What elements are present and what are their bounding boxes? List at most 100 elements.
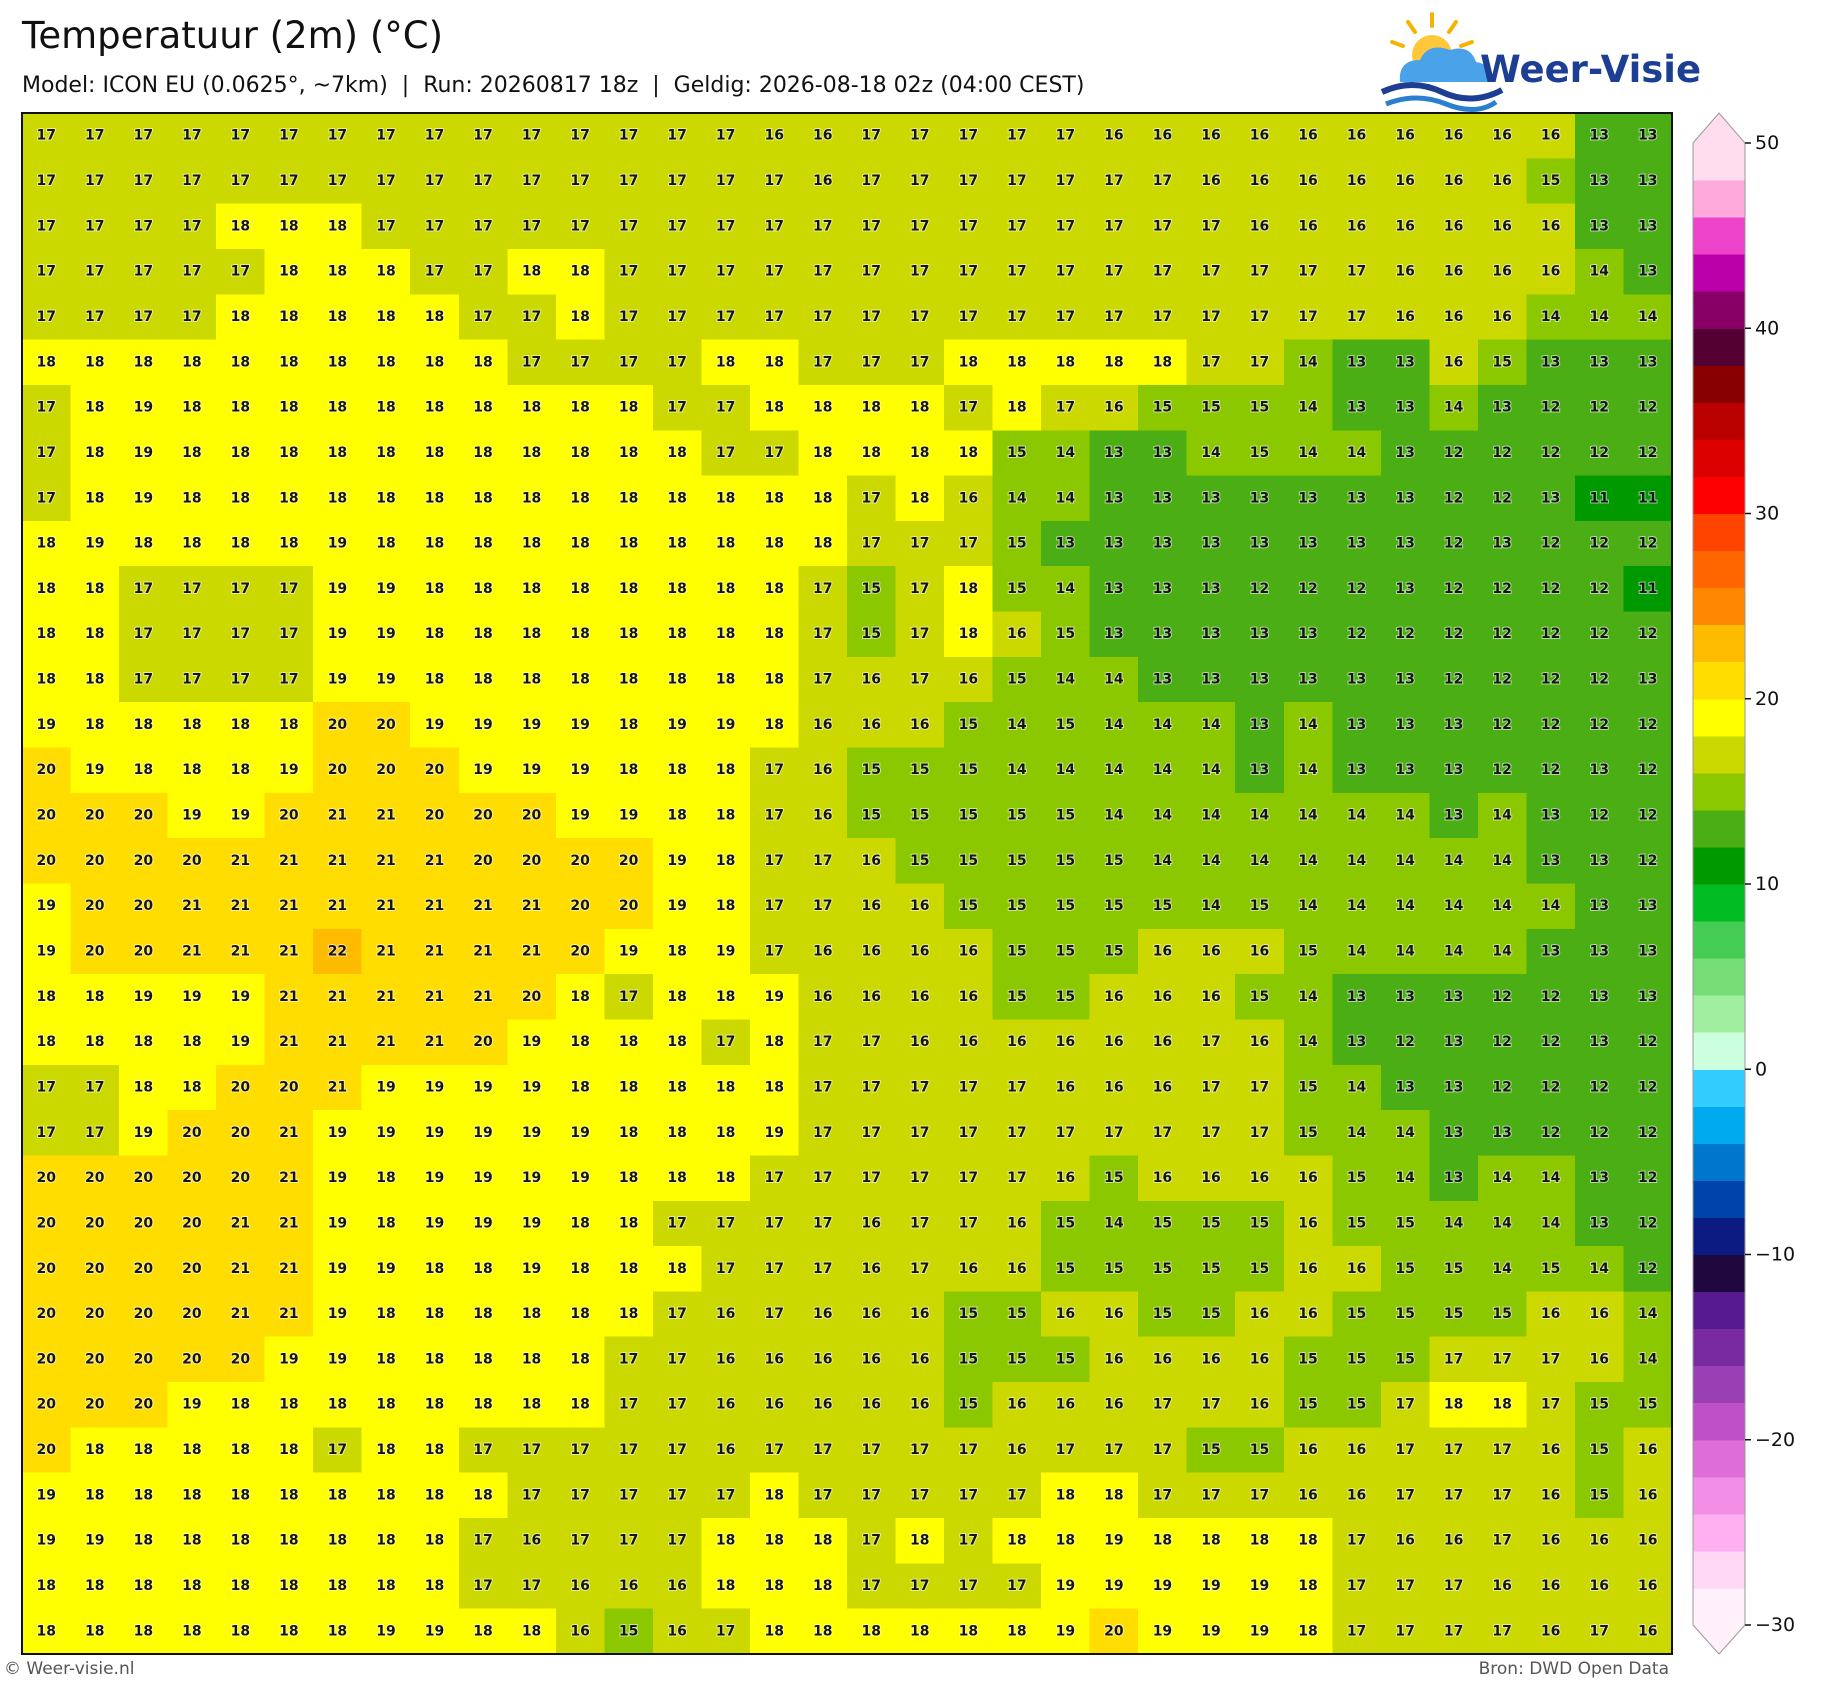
temperature-value: 17 — [134, 218, 153, 234]
temperature-value: 17 — [231, 128, 250, 144]
colorbar-segment — [1693, 254, 1745, 292]
temperature-value: 19 — [1056, 1578, 1075, 1594]
temperature-cell — [1186, 883, 1236, 930]
temperature-cell — [1041, 430, 1091, 477]
temperature-cell — [895, 702, 945, 749]
temperature-value: 18 — [570, 581, 589, 597]
temperature-value: 18 — [231, 717, 250, 733]
temperature-value: 15 — [1153, 1261, 1172, 1277]
temperature-value: 17 — [959, 173, 978, 189]
temperature-cell — [1429, 656, 1479, 703]
subtitle: Model: ICON EU (0.0625°, ~7km) | Run: 20… — [22, 73, 1084, 98]
temperature-value: 16 — [1201, 1170, 1220, 1186]
temperature-value: 15 — [1201, 1306, 1220, 1322]
temperature-value: 18 — [667, 672, 686, 688]
temperature-cell — [410, 248, 460, 295]
temperature-cell — [410, 158, 460, 205]
temperature-cell — [992, 702, 1042, 749]
temperature-cell — [1526, 1472, 1576, 1519]
temperature-cell — [1041, 611, 1091, 658]
temperature-value: 16 — [959, 989, 978, 1005]
temperature-cell — [992, 928, 1042, 975]
temperature-value: 18 — [425, 536, 444, 552]
temperature-value: 21 — [231, 1215, 250, 1231]
temperature-cell — [361, 1019, 411, 1066]
temperature-cell — [895, 1472, 945, 1519]
temperature-cell — [604, 1427, 654, 1474]
temperature-value: 17 — [522, 128, 541, 144]
temperature-cell — [992, 248, 1042, 295]
temperature-cell — [410, 1563, 460, 1610]
temperature-cell — [895, 113, 945, 159]
temperature-value: 16 — [1250, 1351, 1269, 1367]
temperature-cell — [70, 611, 120, 658]
temperature-value: 14 — [1056, 762, 1076, 778]
temperature-value: 17 — [1395, 1397, 1414, 1413]
temperature-value: 18 — [85, 354, 104, 370]
temperature-cell — [1429, 1291, 1479, 1338]
temperature-cell — [847, 747, 897, 794]
temperature-cell — [361, 1518, 411, 1564]
temperature-value: 17 — [376, 128, 395, 144]
temperature-value: 17 — [473, 264, 492, 280]
temperature-value: 17 — [1153, 309, 1172, 325]
temperature-value: 14 — [1395, 1170, 1415, 1186]
temperature-cell — [22, 520, 72, 567]
temperature-cell — [458, 158, 508, 205]
temperature-cell — [22, 1382, 72, 1428]
temperature-value: 14 — [1201, 717, 1221, 733]
temperature-value: 16 — [1250, 218, 1269, 234]
temperature-value: 18 — [328, 218, 347, 234]
temperature-value: 17 — [619, 218, 638, 234]
temperature-value: 16 — [959, 490, 978, 506]
temperature-cell — [1526, 1019, 1576, 1066]
temperature-value: 18 — [231, 1578, 250, 1594]
temperature-cell — [847, 113, 897, 159]
temperature-cell — [1138, 248, 1188, 295]
temperature-value: 18 — [473, 1487, 492, 1503]
temperature-cell — [1138, 1246, 1188, 1293]
temperature-value: 15 — [1153, 400, 1172, 416]
temperature-value: 13 — [1395, 989, 1414, 1005]
temperature-value: 17 — [1347, 1578, 1366, 1594]
temperature-value: 15 — [1541, 173, 1560, 189]
temperature-cell — [313, 1382, 363, 1428]
temperature-cell — [1235, 566, 1285, 613]
temperature-cell — [798, 1518, 848, 1564]
temperature-cell — [944, 974, 994, 1021]
temperature-cell — [895, 974, 945, 1021]
temperature-cell — [313, 1064, 363, 1111]
temperature-value: 17 — [619, 128, 638, 144]
temperature-value: 15 — [959, 808, 978, 824]
temperature-cell — [1429, 1336, 1479, 1383]
temperature-value: 17 — [134, 264, 153, 280]
temperature-value: 18 — [910, 1533, 929, 1549]
temperature-cell — [749, 248, 800, 295]
temperature-value: 19 — [522, 1034, 541, 1050]
temperature-value: 18 — [425, 1487, 444, 1503]
temperature-cell — [1283, 248, 1333, 295]
temperature-cell — [22, 1336, 72, 1383]
temperature-value: 15 — [1444, 1306, 1463, 1322]
temperature-cell — [216, 1155, 266, 1202]
temperature-cell — [216, 974, 266, 1021]
temperature-value: 18 — [764, 581, 783, 597]
temperature-value: 20 — [522, 989, 542, 1005]
temperature-cell — [1623, 792, 1673, 839]
temperature-cell — [1623, 1246, 1673, 1293]
temperature-value: 16 — [1492, 173, 1511, 189]
temperature-value: 18 — [667, 943, 686, 959]
temperature-value: 20 — [134, 1306, 154, 1322]
temperature-value: 18 — [134, 762, 153, 778]
temperature-value: 19 — [85, 1533, 104, 1549]
temperature-cell — [70, 566, 120, 613]
temperature-cell — [216, 1563, 266, 1610]
temperature-value: 17 — [910, 1170, 929, 1186]
temperature-value: 15 — [1056, 943, 1075, 959]
temperature-cell — [1138, 1019, 1188, 1066]
temperature-cell — [507, 611, 557, 658]
temperature-cell — [992, 1064, 1042, 1111]
temperature-value: 19 — [376, 581, 395, 597]
temperature-cell — [1477, 1518, 1528, 1564]
